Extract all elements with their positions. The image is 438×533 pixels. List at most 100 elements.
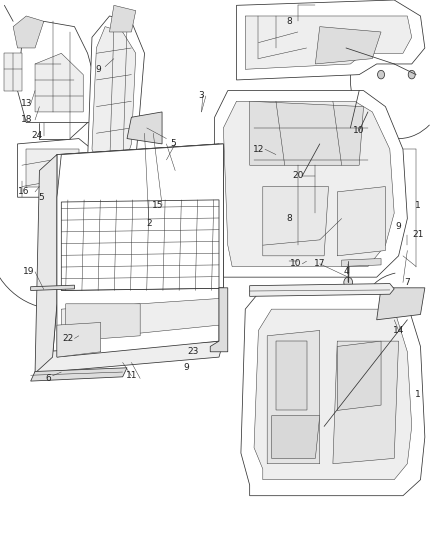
Circle shape [381, 187, 390, 197]
Circle shape [381, 469, 390, 480]
Text: 22: 22 [62, 334, 74, 343]
Polygon shape [35, 155, 57, 373]
Polygon shape [88, 16, 145, 197]
Polygon shape [276, 341, 307, 410]
Text: 7: 7 [404, 278, 410, 287]
Circle shape [343, 44, 349, 52]
Circle shape [345, 285, 356, 297]
Polygon shape [31, 368, 127, 381]
Text: 8: 8 [286, 17, 292, 26]
Polygon shape [241, 288, 425, 496]
Polygon shape [31, 285, 74, 290]
Circle shape [24, 178, 29, 184]
Text: 9: 9 [183, 364, 189, 372]
Circle shape [344, 277, 353, 288]
Circle shape [290, 44, 297, 52]
Polygon shape [342, 259, 381, 266]
Polygon shape [110, 5, 136, 32]
Circle shape [269, 288, 274, 294]
Circle shape [268, 449, 275, 457]
Circle shape [24, 152, 28, 157]
Circle shape [312, 449, 319, 457]
Text: 18: 18 [21, 116, 32, 124]
Polygon shape [210, 288, 228, 352]
Polygon shape [337, 341, 381, 410]
Circle shape [381, 245, 390, 256]
Circle shape [276, 139, 284, 149]
Circle shape [233, 252, 240, 260]
Polygon shape [250, 284, 394, 296]
Circle shape [36, 98, 42, 105]
Polygon shape [267, 330, 320, 464]
Text: 12: 12 [253, 145, 264, 154]
Circle shape [37, 157, 59, 184]
Circle shape [57, 280, 65, 290]
Text: 13: 13 [21, 100, 32, 108]
Text: 3: 3 [198, 92, 205, 100]
Circle shape [11, 77, 16, 83]
Text: 5: 5 [170, 140, 176, 148]
Text: 5: 5 [39, 193, 45, 201]
Polygon shape [66, 304, 140, 341]
Circle shape [268, 332, 275, 340]
Polygon shape [35, 341, 223, 373]
Circle shape [72, 178, 77, 184]
Polygon shape [57, 144, 223, 357]
Circle shape [272, 133, 289, 155]
Text: 9: 9 [95, 65, 102, 74]
Polygon shape [4, 53, 22, 91]
Polygon shape [237, 0, 425, 80]
Polygon shape [57, 322, 101, 357]
Circle shape [97, 280, 105, 290]
Circle shape [90, 312, 103, 328]
Polygon shape [57, 144, 223, 304]
Text: 17: 17 [314, 260, 325, 268]
Polygon shape [57, 144, 223, 197]
Polygon shape [223, 101, 394, 266]
Circle shape [413, 300, 420, 308]
Circle shape [378, 70, 385, 79]
Text: 16: 16 [18, 188, 30, 196]
Circle shape [408, 70, 415, 79]
Text: 2: 2 [146, 220, 152, 228]
Text: 10: 10 [290, 260, 301, 268]
Text: 19: 19 [23, 268, 34, 276]
Text: 21: 21 [413, 230, 424, 239]
Polygon shape [272, 416, 320, 458]
Polygon shape [18, 139, 92, 197]
Circle shape [390, 166, 398, 175]
Circle shape [365, 252, 371, 260]
Text: 1: 1 [415, 201, 421, 209]
Polygon shape [61, 298, 219, 341]
Text: 24: 24 [32, 132, 43, 140]
Circle shape [365, 209, 371, 217]
Circle shape [102, 156, 109, 164]
Circle shape [76, 98, 82, 105]
Circle shape [11, 55, 16, 62]
Polygon shape [18, 21, 96, 123]
Text: 6: 6 [45, 374, 51, 383]
Polygon shape [254, 309, 412, 480]
Polygon shape [250, 101, 364, 165]
Polygon shape [13, 16, 44, 48]
Circle shape [348, 288, 353, 294]
Circle shape [339, 39, 353, 56]
Polygon shape [215, 91, 407, 277]
Polygon shape [92, 27, 136, 181]
Circle shape [119, 38, 126, 47]
Polygon shape [26, 149, 79, 187]
Text: 15: 15 [152, 201, 163, 209]
Polygon shape [35, 53, 83, 112]
Polygon shape [337, 187, 385, 256]
Circle shape [385, 298, 394, 309]
Circle shape [36, 44, 42, 52]
Circle shape [370, 288, 375, 294]
Circle shape [378, 221, 384, 227]
Text: 9: 9 [396, 222, 402, 231]
Circle shape [326, 135, 340, 152]
Polygon shape [53, 288, 223, 357]
Circle shape [233, 209, 240, 217]
Polygon shape [333, 341, 399, 464]
Circle shape [198, 280, 205, 290]
Text: 8: 8 [286, 214, 292, 223]
